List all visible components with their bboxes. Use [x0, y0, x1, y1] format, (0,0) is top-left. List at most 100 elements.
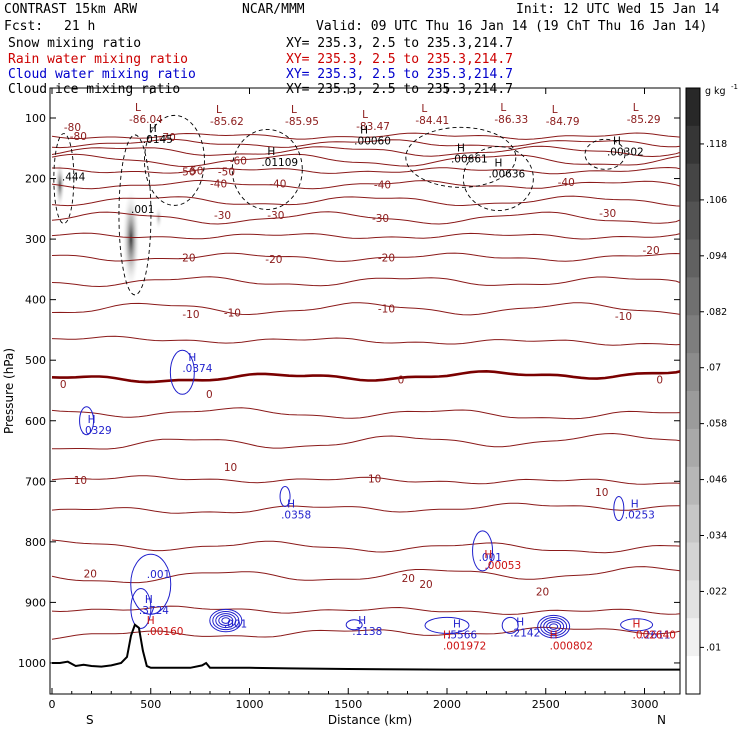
temperature-minimum-marker: L	[552, 104, 558, 116]
cloud-water-maximum-value: .1138	[352, 626, 382, 638]
colorbar-segment	[686, 618, 700, 657]
cloud-water-maximum-marker: H	[358, 615, 366, 627]
x-tick-label: 1500	[334, 698, 362, 711]
cloud-water-contours	[79, 349, 654, 639]
cloud-ice-maximum-value: .0145	[143, 134, 173, 146]
cloud-ice-maximum-marker: H	[267, 146, 275, 158]
colorbar-segment	[686, 277, 700, 316]
colorbar-tick-label: .07	[706, 363, 721, 374]
temperature-contour-label: -70	[159, 132, 176, 144]
colorbar-tick-label: .082	[706, 307, 727, 318]
x-tick-label: 500	[140, 698, 161, 711]
valid-time: Valid: 09 UTC Thu 16 Jan 14 (19 ChT Thu …	[316, 19, 707, 34]
temperature-contour-label: -50	[186, 166, 203, 178]
temperature-contour	[51, 145, 681, 158]
temperature-minimum-value: -86.04	[129, 114, 163, 126]
temperature-contour	[51, 626, 681, 640]
cloud-water-maximum-value: .001	[224, 619, 247, 631]
temperature-contour-label: -20	[265, 254, 282, 266]
x-tick-label: 2500	[532, 698, 560, 711]
colorbar-tick-label: .094	[706, 251, 727, 262]
snow-shade-west	[54, 160, 65, 209]
cloud-water-maximum-marker: H	[287, 499, 295, 511]
rain-maximum-marker: H	[633, 618, 641, 630]
cloud-water-contour	[169, 349, 195, 395]
temperature-contour-label: 0	[398, 375, 405, 387]
cloud-water-contour	[279, 485, 291, 507]
y-tick-label: 600	[25, 415, 46, 428]
temperature-contour-label: -30	[599, 208, 616, 220]
terrain-layer	[52, 623, 680, 671]
y-tick-label: 500	[25, 354, 46, 367]
cloud-water-contour	[620, 618, 654, 632]
temperature-contour-label: 10	[224, 462, 237, 474]
colorbar-segment	[686, 315, 700, 354]
institution-label: NCAR/MMM	[242, 2, 305, 17]
temperature-contour	[51, 566, 681, 584]
cloud-ice-contour	[231, 129, 303, 210]
cloud-ice-contour	[143, 114, 205, 206]
cloud-ice-contour	[53, 133, 75, 225]
temperature-minimum-marker: L	[421, 103, 427, 115]
temperature-contour	[51, 232, 681, 240]
temperature-contour-label: -10	[378, 304, 395, 316]
cloud-ice-contour	[584, 138, 626, 170]
colorbar-units: g kg	[705, 86, 726, 97]
cloud-water-maximum-value: .0374	[182, 363, 212, 375]
temperature-minimum-value: -85.29	[627, 114, 661, 126]
temperature-contour-label: -20	[178, 252, 195, 264]
cloud-water-maximum-value: .0329	[82, 425, 112, 437]
colorbar-tick-label: .058	[706, 419, 727, 430]
temperature-contour-label: 0	[206, 389, 213, 401]
y-tick-label: 900	[25, 596, 46, 609]
forecast-label: Fcst:	[4, 19, 43, 34]
cloud-water-maximum-value: .2142	[510, 628, 540, 640]
cloud-ice-maximum-value: .00060	[354, 135, 391, 147]
colorbar-segment	[686, 125, 700, 165]
rain-maximum-value: .00053	[484, 560, 521, 572]
temperature-contour	[51, 502, 680, 514]
temperature-contour	[51, 252, 681, 262]
cloud-ice-maximum-value: .00636	[488, 169, 525, 181]
colorbar-segment	[686, 88, 700, 127]
temperature-contour	[51, 407, 681, 420]
temperature-contour	[51, 539, 681, 554]
model-title: CONTRAST 15km ARW	[4, 2, 137, 17]
plot-frame	[49, 87, 681, 695]
cloud-ice-contour	[462, 146, 534, 212]
cloud-water-contour	[613, 496, 625, 522]
cloud-water-contour-core	[215, 613, 237, 629]
terrain-line	[52, 623, 680, 671]
temperature-contour	[51, 302, 681, 316]
rain-maximum-value: .00160	[147, 626, 184, 638]
temperature-contour	[51, 132, 681, 140]
temperature-contour-label: 10	[368, 473, 381, 485]
field-xy-rain: XY= 235.3, 2.5 to 235.3,214.7	[286, 52, 513, 67]
x-tick-label: 0	[49, 698, 56, 711]
colorbar-segment	[686, 201, 700, 240]
cloud-water-maximum-marker: H	[145, 594, 153, 606]
temperature-contour-label: -80	[70, 131, 87, 143]
field-xy-cloud-ice: XY= 235.3, 2.5 to 235.3,214.7	[286, 82, 513, 97]
cloud-ice-contour	[118, 134, 152, 296]
cloud-water-contour-core	[546, 621, 562, 633]
colorbar-segment	[686, 163, 700, 203]
cloud-ice-maximum-value: .444	[62, 172, 86, 184]
temperature-contour	[51, 138, 681, 149]
x-tick-label: 1000	[236, 698, 264, 711]
temperature-minimum-marker: L	[500, 102, 506, 114]
temperature-minimum-marker: L	[362, 109, 368, 121]
colorbar-segment	[686, 504, 700, 543]
temperature-contour-label: -30	[214, 210, 231, 222]
cloud-water-contour	[79, 406, 95, 436]
cloud-water-maximum-value: .001	[479, 552, 502, 564]
temperature-contour-label: -50	[218, 166, 235, 178]
temperature-contour-label: -20	[378, 252, 395, 264]
colorbar-tick-label: .046	[706, 475, 727, 486]
cloud-ice-maximum-marker: H	[613, 135, 621, 147]
temperature-contour-label: -40	[210, 178, 227, 190]
temperature-minimum-marker: L	[135, 102, 141, 114]
colorbar-segment	[686, 428, 700, 468]
colorbar: .118 .106 .094 .082 .07 .058 .046 .034 .022 .01	[685, 87, 727, 695]
temperature-contour-label: 20	[419, 579, 432, 591]
